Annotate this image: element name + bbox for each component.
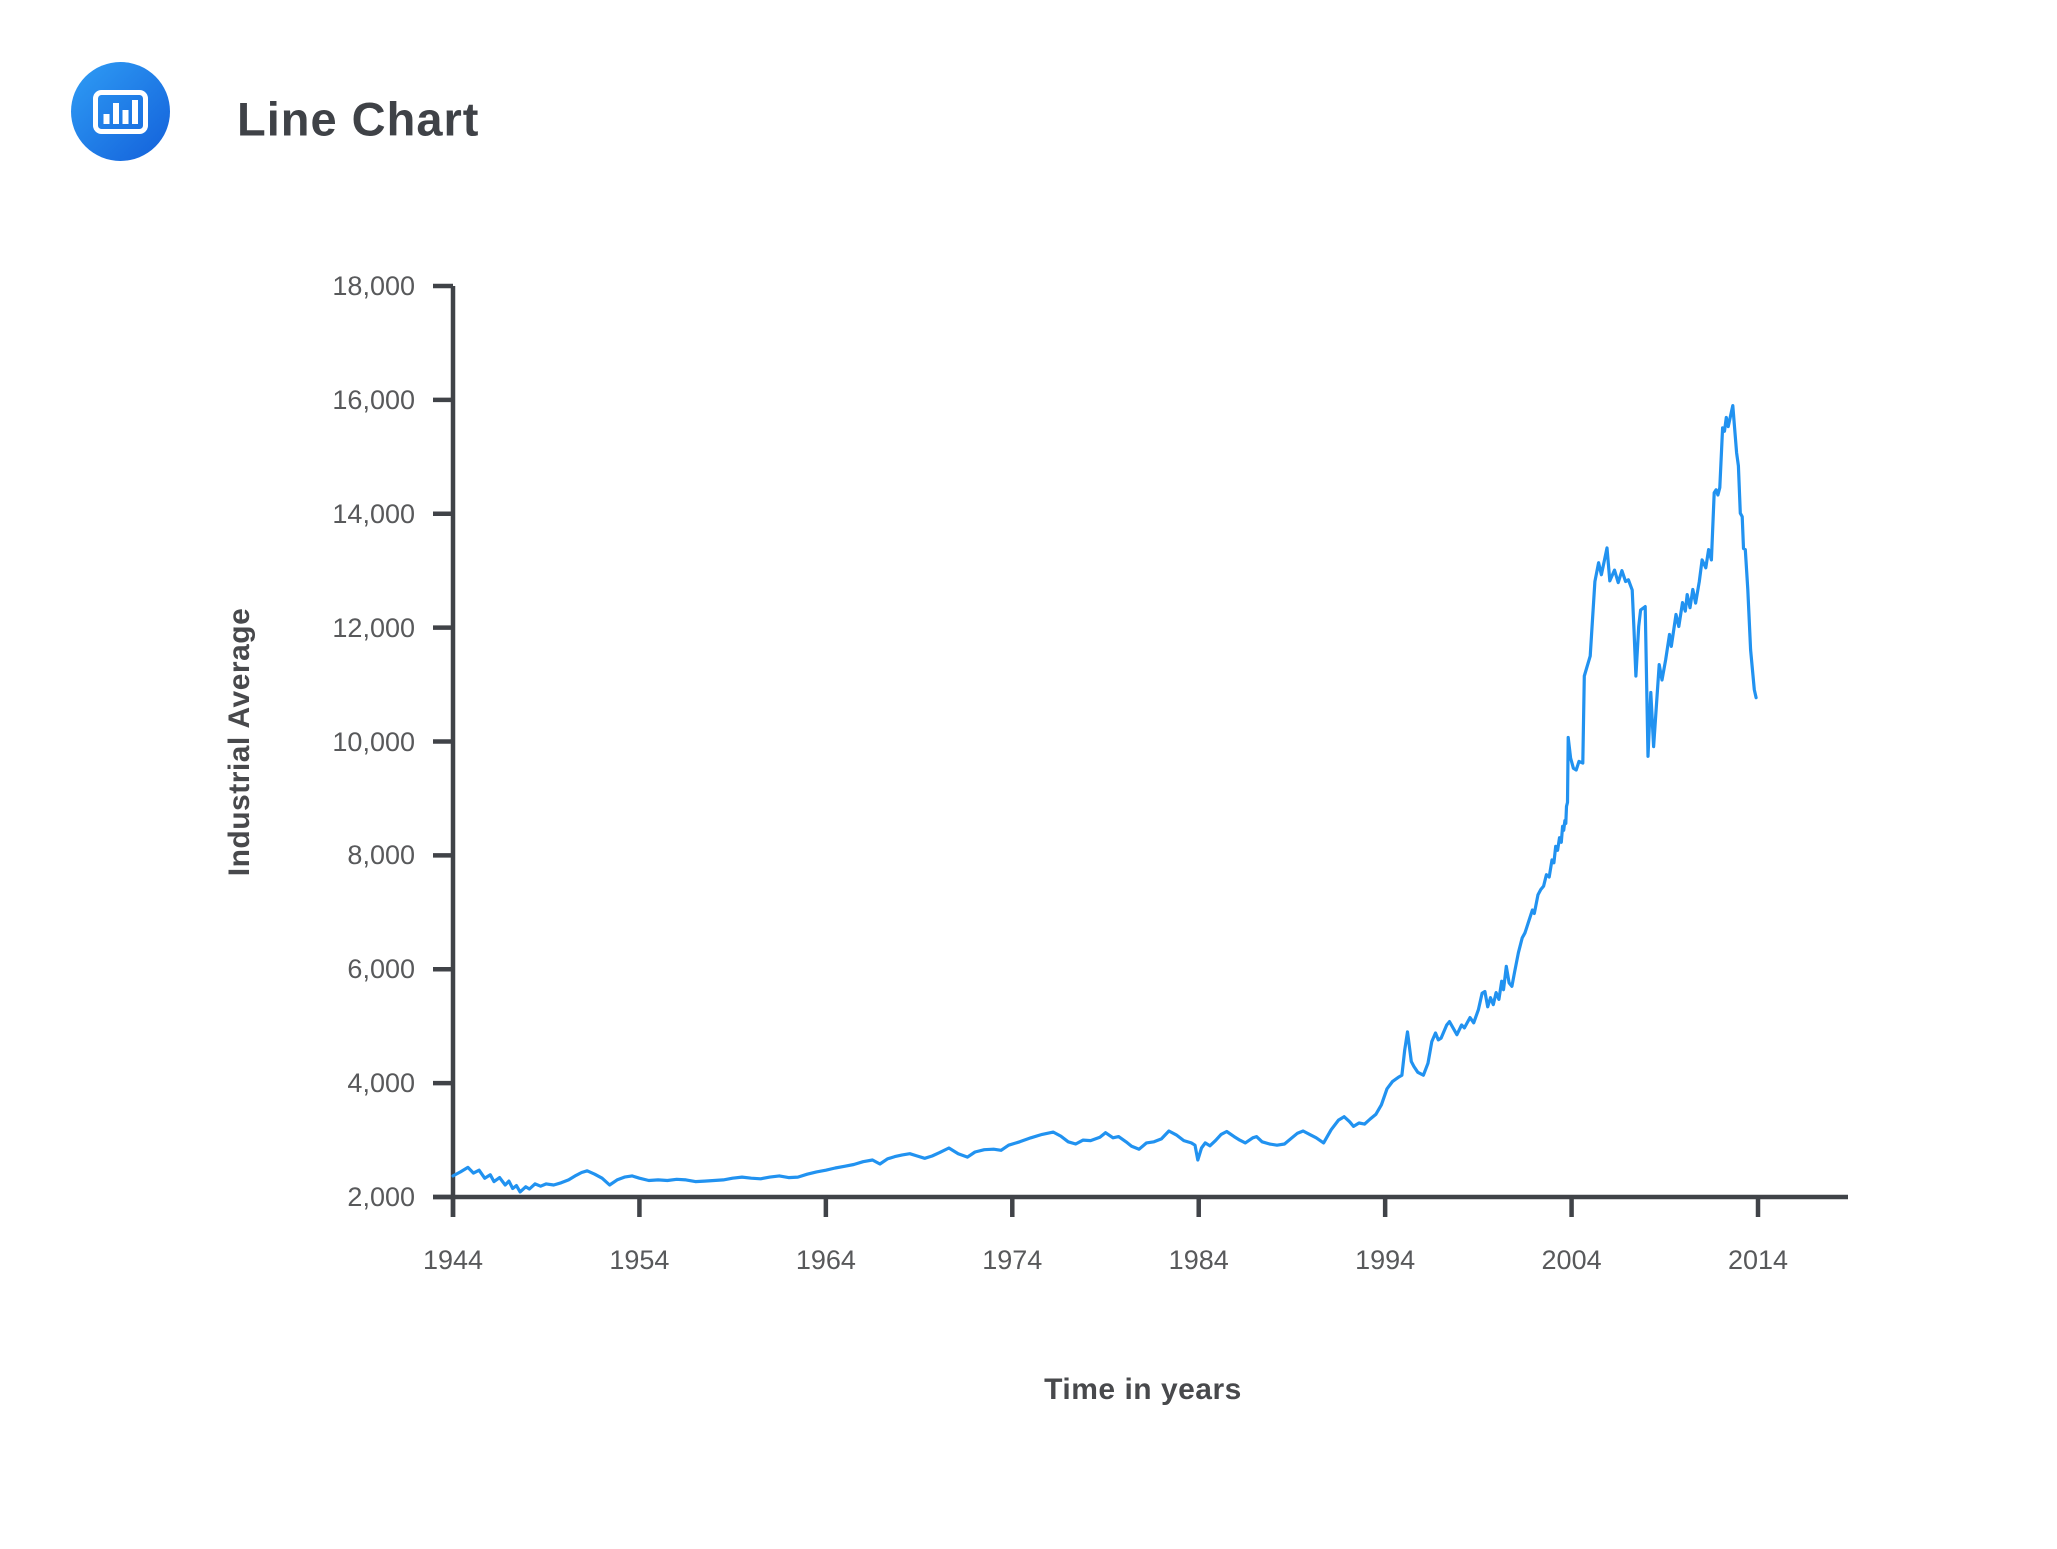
x-axis-title: Time in years: [1044, 1373, 1242, 1406]
x-tick-label: 1984: [1168, 1245, 1229, 1275]
logo-bar-4: [132, 100, 138, 124]
logo-bar-1: [103, 114, 110, 124]
logo-bar-2: [113, 103, 119, 124]
page-title: Line Chart: [237, 92, 480, 146]
y-tick-label: 10,000: [332, 726, 415, 757]
logo-bar-3: [122, 110, 129, 124]
data-line-industrial-average: [451, 404, 1758, 1194]
y-axis-title: Industrial Average: [223, 607, 256, 877]
logo-frame: [93, 90, 148, 134]
y-tick-label: 14,000: [332, 498, 415, 529]
y-tick-label: 8,000: [347, 840, 415, 871]
x-tick-label: 1994: [1355, 1245, 1416, 1275]
y-tick-label: 4,000: [347, 1068, 415, 1099]
y-tick-label: 18,000: [332, 271, 415, 301]
y-tick-label: 16,000: [332, 384, 415, 415]
x-tick-label: 1944: [422, 1245, 484, 1275]
y-tick-label: 12,000: [332, 612, 415, 643]
x-tick-label: 2014: [1727, 1245, 1789, 1275]
bar-chart-logo-icon: [71, 62, 170, 161]
logo-circle: [71, 62, 170, 161]
x-tick-label: 1954: [609, 1245, 670, 1275]
y-tick-label: 6,000: [347, 954, 415, 985]
x-tick-label: 2004: [1541, 1245, 1602, 1275]
x-tick-label: 1974: [982, 1245, 1043, 1275]
y-tick-label: 2,000: [347, 1182, 415, 1212]
x-tick-label: 1964: [795, 1245, 856, 1275]
